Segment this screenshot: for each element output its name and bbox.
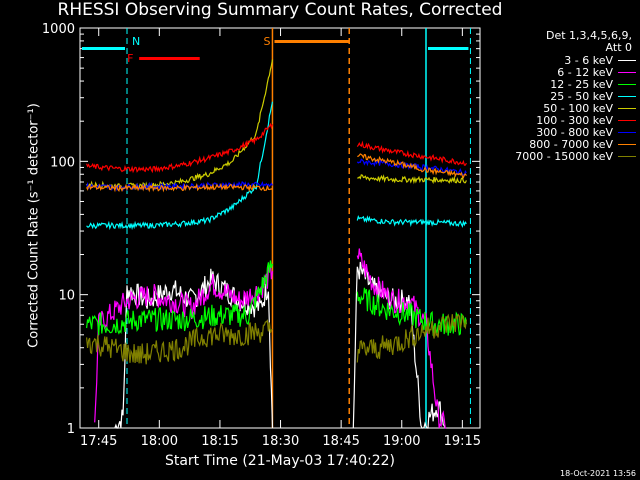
legend-label: 7000 - 15000 keV: [515, 149, 613, 163]
series-line-4: [357, 174, 467, 185]
annotation-N: N: [132, 35, 140, 48]
legend-swatch: [618, 107, 636, 109]
legend-label: 50 - 100 keV: [543, 101, 613, 115]
y-axis-title: Corrected Count Rate (s⁻¹ detector⁻¹): [26, 103, 42, 348]
y-tick-label: 100: [50, 155, 75, 170]
x-tick-label: 18:00: [141, 434, 178, 449]
legend-swatch: [618, 95, 636, 97]
series-line-2: [86, 260, 274, 336]
night-bar: [82, 47, 126, 50]
legend-item: 25 - 50 keV: [515, 89, 636, 103]
legend-swatch: [618, 119, 636, 121]
series-line-7: [86, 182, 273, 193]
legend-item: 300 - 800 keV: [515, 125, 636, 139]
y-tick-label: 10: [58, 289, 75, 304]
x-tick-label: 17:45: [80, 434, 117, 449]
legend-item: 12 - 25 keV: [515, 77, 636, 91]
x-tick-label: 18:30: [262, 434, 299, 449]
legend-item: 50 - 100 keV: [515, 101, 636, 115]
series-line-1: [94, 263, 274, 423]
series-line-1: [356, 248, 447, 429]
legend-label: 100 - 300 keV: [536, 113, 613, 127]
x-tick-label: 19:15: [444, 434, 481, 449]
series-line-3: [356, 215, 467, 228]
saa-bar: [274, 40, 350, 43]
legend-header-detectors: Det 1,3,4,5,6,9,: [545, 29, 632, 42]
legend-item: 6 - 12 keV: [515, 65, 636, 79]
legend-label: 3 - 6 keV: [564, 53, 613, 67]
legend-swatch: [618, 71, 636, 73]
x-tick-label: 18:45: [322, 434, 359, 449]
legend-item: 100 - 300 keV: [515, 113, 636, 127]
x-tick-label: 19:00: [383, 434, 420, 449]
chart-title: RHESSI Observing Summary Count Rates, Co…: [57, 0, 503, 20]
legend-swatch: [618, 143, 636, 145]
annotation-S: S: [263, 35, 270, 48]
legend-swatch: [618, 155, 636, 157]
series-line-4: [86, 59, 274, 191]
series-line-0: [114, 268, 274, 429]
night-bar: [427, 47, 469, 50]
legend-swatch: [618, 83, 636, 85]
series-line-3: [86, 101, 274, 231]
series-line-8: [356, 313, 467, 363]
legend-header-attenuator: Att 0: [605, 41, 632, 54]
y-tick-label: 1000: [42, 22, 75, 37]
plot-frame: [79, 27, 481, 429]
legend-label: 800 - 7000 keV: [529, 137, 613, 151]
legend-item: 7000 - 15000 keV: [515, 149, 636, 163]
legend-label: 12 - 25 keV: [550, 77, 613, 91]
legend-item: 3 - 6 keV: [515, 53, 636, 67]
legend-label: 25 - 50 keV: [550, 89, 613, 103]
legend-label: 300 - 800 keV: [536, 125, 613, 139]
legend-swatch: [618, 59, 636, 61]
flare-bar: [139, 57, 200, 60]
x-tick-label: 18:15: [201, 434, 238, 449]
x-axis-title: Start Time (21-May-03 17:40:22): [164, 453, 396, 469]
timestamp-footer: 18-Oct-2021 13:56: [560, 469, 636, 478]
series-line-8: [86, 319, 273, 365]
series-line-7: [357, 153, 467, 179]
series-line-2: [356, 287, 467, 336]
y-tick-label: 1: [67, 422, 75, 437]
legend-item: 800 - 7000 keV: [515, 137, 636, 151]
legend-label: 6 - 12 keV: [557, 65, 613, 79]
legend-swatch: [618, 131, 636, 133]
legend: 3 - 6 keV 6 - 12 keV 12 - 25 keV 25 - 50 ke…: [515, 53, 636, 163]
annotation-F: F: [127, 52, 133, 65]
series-line-5: [86, 122, 274, 174]
series-line-5: [356, 140, 467, 166]
